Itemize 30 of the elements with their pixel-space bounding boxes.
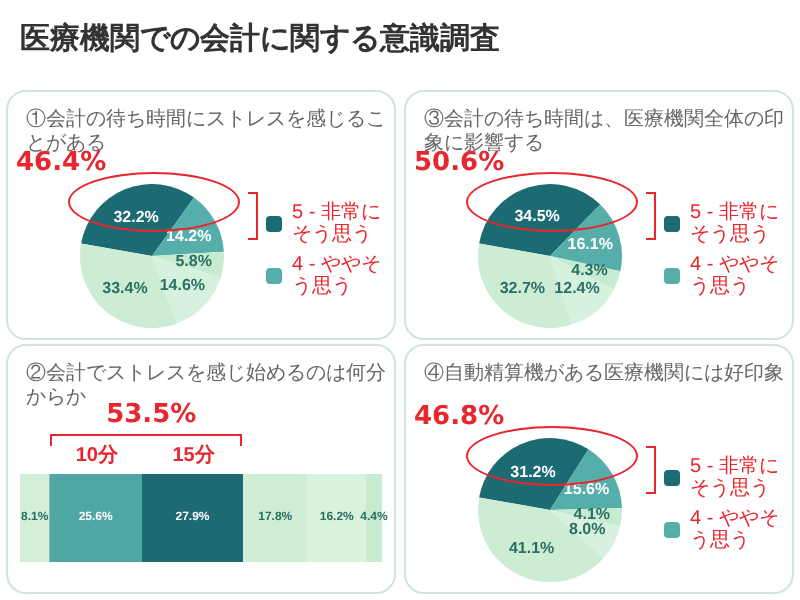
data-label: 16.1% bbox=[567, 234, 613, 253]
legend-label: 5 - 非常にそう思う bbox=[292, 200, 381, 246]
legend-label: 4 - ややそう思う bbox=[292, 254, 381, 298]
data-label: 4.3% bbox=[571, 261, 608, 280]
data-label: 31.2% bbox=[510, 462, 556, 481]
data-label: 12.4% bbox=[554, 279, 600, 298]
bar bbox=[141, 474, 243, 562]
text: 46.4% bbox=[16, 148, 107, 178]
data-label: 14.2% bbox=[166, 226, 212, 245]
data-label: 14.6% bbox=[159, 276, 206, 295]
text: 46.8% bbox=[414, 402, 505, 432]
text: 50.6% bbox=[414, 148, 505, 178]
bar bbox=[20, 474, 50, 562]
data-label: 5.8% bbox=[175, 252, 212, 271]
legend-label: 4 - ややそう思う bbox=[690, 508, 779, 552]
legend-label: 5 - 非常にそう思う bbox=[690, 200, 779, 246]
data-label: 32.7% bbox=[499, 278, 546, 297]
data-label: 8.0% bbox=[568, 520, 606, 539]
data-label: 32.2% bbox=[113, 208, 159, 227]
chart-title: 医療機関での会計に関する意識調査 bbox=[20, 20, 500, 58]
data-label: 41.1% bbox=[508, 538, 555, 557]
series-label: 10分 bbox=[75, 443, 120, 467]
data-label: 4.1% bbox=[573, 505, 611, 524]
data-label: 33.4% bbox=[102, 279, 148, 298]
legend-label: 4 - ややそう思う bbox=[690, 254, 779, 298]
series-label: 15分 bbox=[172, 443, 217, 467]
chart-title: ④自動精算機がある医療機関には好印象 bbox=[424, 361, 784, 385]
legend-label: 5 - 非常にそう思う bbox=[690, 454, 779, 500]
bar bbox=[49, 474, 142, 562]
data-label: 34.5% bbox=[514, 207, 560, 226]
